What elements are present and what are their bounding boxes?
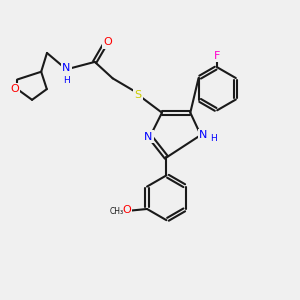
- Text: N: N: [144, 132, 153, 142]
- Text: O: O: [10, 84, 19, 94]
- Text: O: O: [122, 206, 131, 215]
- Text: S: S: [134, 90, 142, 100]
- Text: H: H: [210, 134, 217, 142]
- Text: N: N: [62, 63, 70, 73]
- Text: N: N: [199, 130, 207, 140]
- Text: CH₃: CH₃: [110, 207, 124, 216]
- Text: F: F: [214, 51, 220, 61]
- Text: H: H: [63, 76, 70, 85]
- Text: O: O: [104, 38, 112, 47]
